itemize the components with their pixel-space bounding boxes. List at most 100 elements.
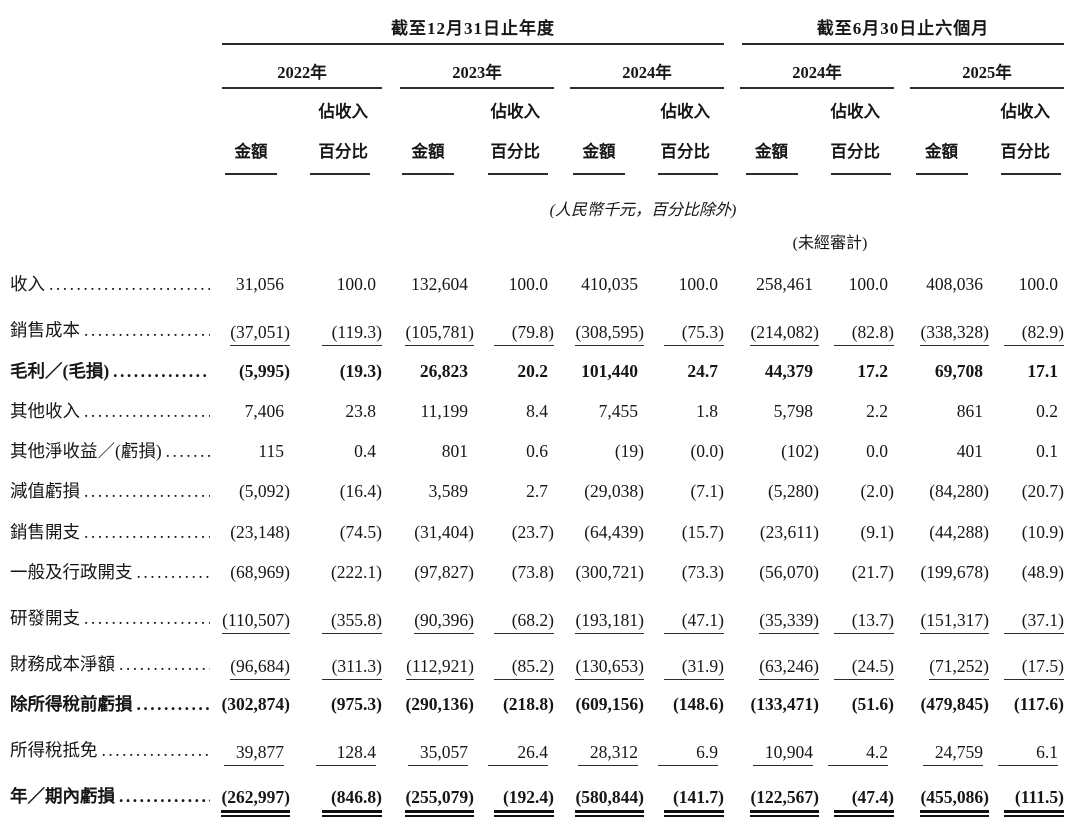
row-label: 研發開支....................................… (10, 609, 212, 637)
value-cell: (455,086) (894, 787, 989, 818)
value-cell: (68.2) (474, 610, 554, 637)
value-cell: 20.2 (474, 361, 554, 390)
value-text: 7,406 (244, 400, 284, 421)
value-cell: 100.0 (474, 274, 554, 303)
value-cell: 24.7 (644, 361, 724, 390)
value-text: 69,708 (934, 360, 983, 381)
row-label-text: 毛利／(毛損) (10, 361, 110, 381)
value-cell: 100.0 (819, 274, 894, 303)
value-text: (47.4) (834, 787, 894, 818)
row-label-text: 銷售開支 (10, 522, 80, 542)
value-cell: (311.3) (290, 656, 382, 683)
value-cell: (975.3) (290, 693, 382, 723)
table-row: 銷售開支....................................… (10, 510, 1074, 551)
value-text: (112,921) (406, 656, 474, 680)
value-cell: (20.7) (989, 481, 1064, 510)
value-cell: (15.7) (644, 522, 724, 551)
pct-of-revenue-header-line2: 百分比 (318, 142, 369, 161)
value-text: 5,798 (773, 400, 813, 421)
value-cell: 6.1 (989, 742, 1064, 769)
value-cell: (24.5) (819, 656, 894, 683)
value-text: 861 (956, 400, 983, 421)
value-cell: 0.1 (989, 440, 1064, 470)
pct-of-revenue-header-line2: 百分比 (490, 142, 541, 161)
value-text: (37.1) (1004, 610, 1064, 634)
value-text: 1.8 (696, 400, 718, 421)
value-cell: (846.8) (290, 787, 382, 818)
row-label: 其他收入....................................… (10, 402, 212, 430)
value-text: 401 (956, 440, 983, 461)
value-cell: 401 (894, 440, 989, 470)
value-text: 101,440 (581, 360, 638, 381)
value-text: (148.6) (672, 693, 724, 714)
value-cell: (31.9) (644, 656, 724, 683)
value-text: (151,317) (920, 610, 989, 634)
value-cell: 10,904 (724, 742, 819, 769)
value-cell: (105,781) (382, 322, 474, 349)
value-cell: 410,035 (554, 274, 644, 303)
value-cell: (51.6) (819, 694, 894, 723)
value-text: (56,070) (759, 561, 819, 582)
value-text: 44,379 (764, 360, 813, 381)
value-text: (0.0) (690, 440, 724, 461)
value-cell: (97,827) (382, 562, 474, 591)
leader-dots: ........................................… (165, 441, 210, 460)
value-cell: (44,288) (894, 521, 989, 551)
value-cell: (222.1) (290, 562, 382, 591)
pct-header-rule (830, 173, 891, 175)
value-cell: (122,567) (724, 787, 819, 818)
value-cell: (85.2) (474, 656, 554, 683)
row-label: 銷售開支....................................… (10, 523, 212, 551)
value-cell: 801 (382, 441, 474, 470)
pct-of-revenue-header-line1: 佔收入 (1000, 102, 1051, 121)
value-text: 100.0 (336, 273, 376, 294)
year-header-rule (400, 87, 554, 89)
value-text: (580,844) (575, 787, 644, 818)
leader-dots: ........................................… (136, 694, 211, 713)
value-text: (44,288) (929, 521, 989, 542)
value-text: (64,439) (584, 521, 644, 542)
value-cell: 100.0 (644, 274, 724, 303)
value-text: (975.3) (330, 693, 382, 714)
value-cell: (23,611) (724, 522, 819, 551)
value-cell: (37,051) (212, 322, 290, 349)
value-text: (308,595) (575, 322, 644, 346)
row-label-text: 其他淨收益／(虧損) (10, 441, 162, 461)
value-text: (96,684) (230, 656, 290, 680)
value-text: (74.5) (339, 521, 382, 542)
value-cell: (9.1) (819, 522, 894, 551)
value-cell: 101,440 (554, 360, 644, 390)
value-cell: 0.4 (290, 441, 382, 470)
value-cell: (10.9) (989, 522, 1064, 551)
year-header-rule (222, 87, 382, 89)
leader-dots: ........................................… (136, 562, 211, 581)
row-label: 一般及行政開支.................................… (10, 563, 212, 591)
amount-column-header: 金額 (755, 142, 788, 161)
value-text: (21.7) (851, 561, 894, 582)
value-cell: (141.7) (644, 787, 724, 818)
value-text: 0.1 (1036, 440, 1058, 461)
value-cell: (35,339) (724, 610, 819, 637)
year-header: 2024年 (792, 63, 842, 82)
value-cell: 26,823 (382, 361, 474, 390)
value-text: (338,328) (920, 322, 989, 346)
value-text: (133,471) (750, 693, 819, 714)
value-cell: 7,455 (554, 401, 644, 430)
table-row: 所得稅抵免...................................… (10, 723, 1074, 769)
value-cell: (112,921) (382, 656, 474, 683)
value-cell: (74.5) (290, 521, 382, 551)
value-cell: (96,684) (212, 656, 290, 683)
value-cell: 23.8 (290, 401, 382, 430)
value-text: (47.1) (664, 610, 724, 634)
value-cell: (262,997) (212, 787, 290, 818)
value-cell: (151,317) (894, 610, 989, 637)
value-cell: (290,136) (382, 694, 474, 723)
value-text: (302,874) (221, 693, 290, 714)
value-cell: (133,471) (724, 693, 819, 723)
value-cell: (29,038) (554, 481, 644, 510)
amount-header-rule (745, 173, 798, 175)
value-text: 8.4 (526, 400, 548, 421)
value-text: (846.8) (322, 787, 382, 818)
leader-dots: ........................................… (84, 481, 210, 500)
